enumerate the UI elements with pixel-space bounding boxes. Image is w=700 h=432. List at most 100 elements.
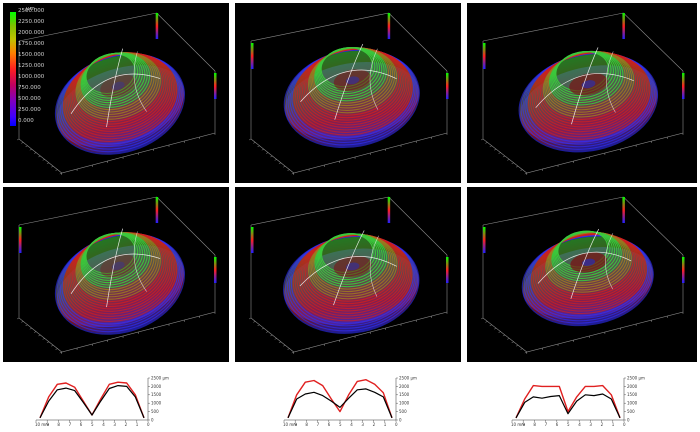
corner-color-scale — [251, 43, 254, 69]
profile-curve-red — [515, 384, 621, 419]
axis-tick — [21, 142, 24, 144]
profile-x-tick-label: 1 — [136, 422, 139, 427]
profile-y-tick-label: 2000 — [627, 384, 638, 389]
axis-tick — [278, 162, 282, 165]
axis-tick — [283, 165, 286, 168]
axis-tick — [55, 348, 58, 350]
fissure-depression — [100, 74, 137, 98]
section-line — [537, 251, 632, 284]
profile-x-tick-label: 3 — [589, 422, 592, 427]
render-panel-2 — [235, 3, 461, 183]
axis-tick — [283, 344, 286, 347]
corner-color-scale — [155, 197, 159, 223]
axis-tick — [38, 334, 41, 337]
axis-tick — [502, 334, 506, 337]
section-line — [571, 47, 599, 125]
axis-tick — [270, 155, 273, 158]
profile-x-tick-label: 10 mm — [511, 422, 525, 427]
corner-color-scale — [19, 227, 22, 253]
axis-tick — [253, 142, 256, 144]
profile-y-tick-label: 2000 — [399, 384, 410, 389]
profile-y-tick-label: 1500 — [627, 392, 638, 397]
section-line — [299, 256, 397, 287]
section-line — [133, 51, 147, 112]
profile-x-tick-label: 5 — [339, 422, 342, 427]
surface-mesh — [54, 48, 185, 155]
axis-tick — [502, 155, 506, 158]
surface-mesh — [283, 230, 420, 334]
bounding-box-edge — [156, 12, 216, 72]
profile-x-tick-label: 9 — [46, 422, 49, 427]
corner-color-scale — [214, 257, 217, 283]
section-line — [106, 48, 124, 128]
axis-tick — [278, 341, 282, 344]
bounding-box-edge — [156, 196, 216, 256]
profile-x-tick-label: 7 — [317, 422, 320, 427]
axis-tick — [291, 351, 294, 354]
profile-x-tick-label: 9 — [294, 422, 297, 427]
bounding-box-edge — [482, 12, 624, 42]
profile-y-tick-label: 1500 — [399, 392, 410, 397]
section-line — [300, 69, 397, 102]
surface-mesh — [521, 228, 654, 327]
corner-color-scale — [155, 13, 159, 39]
axis-tick — [511, 341, 514, 344]
profile-x-tick-label: 2 — [601, 422, 604, 427]
axis-tick — [520, 348, 523, 350]
profile-x-tick-label: 1 — [384, 422, 387, 427]
axis-tick — [257, 145, 260, 148]
profile-x-tick-label: 3 — [113, 422, 116, 427]
axis-tick — [25, 324, 28, 327]
axis-tick — [46, 162, 50, 165]
fissure-bottom — [581, 80, 596, 89]
fissure-bottom — [345, 76, 360, 85]
fissure-bottom — [111, 81, 125, 91]
section-line — [70, 73, 161, 114]
profile-curve-red — [287, 379, 393, 419]
profile-curve-black — [39, 385, 145, 419]
profile-y-tick-label: 500 — [151, 409, 159, 414]
axis-tick — [489, 324, 492, 327]
axis-tick — [38, 155, 41, 158]
axis-tick — [494, 148, 497, 151]
axis-tick — [287, 348, 290, 350]
axis-tick — [261, 148, 264, 151]
legend-color-bar — [10, 12, 16, 126]
bounding-box-edge — [388, 196, 448, 256]
bounding-box-edge — [18, 12, 157, 42]
corner-color-scale — [446, 73, 449, 99]
profile-y-tick-label: 1000 — [627, 401, 638, 406]
profile-y-tick-label: 2000 — [151, 384, 162, 389]
section-line — [606, 51, 616, 113]
fissure-depression — [333, 69, 372, 92]
render-panel-5 — [235, 187, 461, 362]
profile-y-tick-label: 0 — [399, 417, 402, 422]
profile-curve-black — [287, 388, 393, 419]
profile-x-tick-label: 6 — [328, 422, 331, 427]
axis-tick — [498, 152, 501, 154]
axis-tick — [511, 162, 514, 165]
surface-mesh — [518, 47, 659, 153]
legend-tick: 2500.000 — [18, 8, 45, 14]
axis-tick — [498, 331, 501, 333]
axis-tick — [274, 338, 277, 340]
corner-color-scale — [387, 197, 391, 223]
bounding-box-edge — [623, 196, 684, 256]
axis-tick — [485, 321, 488, 323]
profile-x-tick-label: 4 — [102, 422, 105, 427]
profile-y-tick-label: 0 — [627, 417, 630, 422]
axis-tick — [494, 327, 497, 330]
surface-contour — [518, 52, 659, 153]
profile-x-tick-label: 7 — [69, 422, 72, 427]
corner-color-scale — [682, 73, 685, 99]
axis-tick — [59, 351, 62, 354]
legend-unit: µm — [26, 6, 35, 12]
fissure-bottom — [582, 258, 596, 266]
axis-tick — [42, 159, 45, 161]
profile-x-tick-label: 10 mm — [283, 422, 297, 427]
height-profile-1: 2500 µm 2000 1500 1000 500 0 10 mm 9 8 7 6 5 4 3 2 1 0 — [30, 370, 180, 430]
corner-color-scale — [446, 257, 449, 283]
legend-tick: 500.000 — [18, 96, 41, 102]
profile-y-tick-label: 500 — [399, 409, 407, 414]
axis-tick — [291, 172, 294, 175]
